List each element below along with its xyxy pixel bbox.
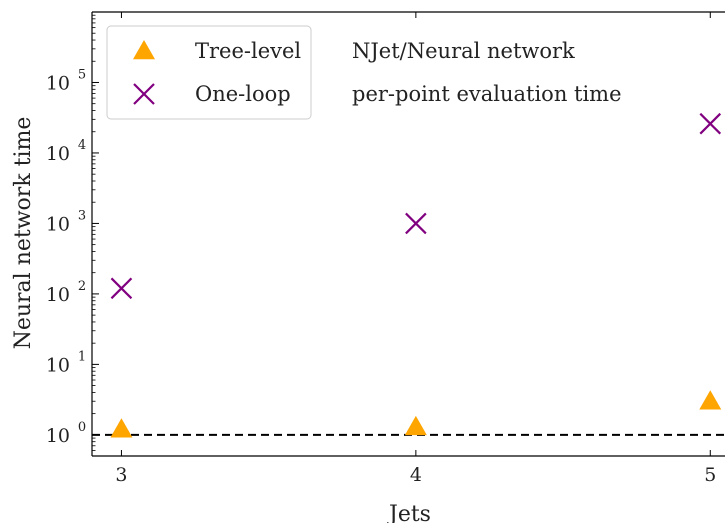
x-tick-label: 3 [115,464,127,486]
one-loop-point [405,212,427,235]
y-tick-label: 10 [46,72,70,94]
annotation-line-1: NJet/Neural network [352,39,575,63]
one-loop-point [699,112,722,135]
x-axis-label: Jets [387,502,431,523]
one-loop-point [110,277,133,300]
y-tick-label-exponent: 3 [78,208,86,223]
y-tick-label: 10 [46,143,70,165]
y-axis-label: Neural network time [11,117,36,350]
legend-marker-tree-level [133,40,155,60]
y-axis: 10 0 10 1 10 2 10 3 10 4 10 5 [46,14,99,451]
y-tick-label-exponent: 4 [78,138,86,153]
y-tick-label-exponent: 1 [78,349,86,364]
y-tick-label: 10 [46,284,70,306]
tree-level-point [699,390,722,410]
data-marks [110,112,722,438]
x-axis: 3 4 5 [115,12,716,486]
one-loop-point-stroke-b [110,277,133,300]
y-tick-label: 10 [46,425,70,447]
legend-box [106,25,312,120]
y-tick-label-exponent: 0 [78,420,86,435]
legend-label-one-loop: One-loop [195,82,291,106]
y-tick-label: 10 [46,213,70,235]
legend-cross-icon-stroke-b [133,83,155,105]
x-tick-label: 5 [704,464,716,486]
one-loop-point-stroke-b [699,112,722,135]
tree-level-point [404,415,427,436]
one-loop-point-stroke-b [405,212,427,235]
legend-marker-one-loop [133,83,155,105]
y-tick-label-exponent: 2 [78,279,86,294]
y-tick-label: 10 [46,354,70,376]
y-tick-label-exponent: 5 [78,67,86,82]
legend-triangle-icon [133,40,155,60]
legend-cross-icon [133,83,155,105]
legend: Tree-level One-loop [106,25,312,120]
annotation-line-2: per-point evaluation time [352,82,622,106]
tree-level-point [110,418,133,438]
x-tick-label: 4 [410,464,422,486]
legend-label-tree-level: Tree-level [195,39,301,63]
